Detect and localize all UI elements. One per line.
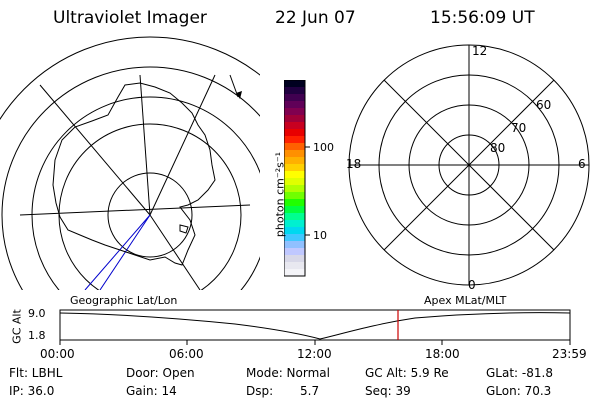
timeline-frame: [59, 309, 571, 341]
timeline-y-tick: 9.0: [28, 307, 46, 320]
colorbar-cell: [284, 213, 305, 221]
meridian-line: [149, 74, 216, 216]
arrow-head: [236, 91, 242, 99]
mlt-label-top: 12: [472, 44, 488, 58]
colorbar-unit-label: photon cm⁻²s⁻¹: [273, 151, 287, 238]
filter-info: Flt: LBHL: [9, 366, 63, 380]
door-info: Door: Open: [126, 366, 195, 380]
timeline-x-tick: 00:00: [40, 347, 75, 361]
coastline: [52, 82, 216, 266]
colorbar-cell: [284, 248, 305, 256]
colorbar-tick-label: 10: [313, 229, 327, 242]
colorbar-cell: [284, 255, 305, 263]
colorbar-cell: [284, 241, 305, 249]
colorbar-cell: [284, 80, 305, 88]
colorbar-cell: [284, 108, 305, 116]
timeline-y-label: GC Alt: [10, 309, 24, 344]
colorbar: [284, 80, 310, 277]
colorbar-cell: [284, 206, 305, 214]
colorbar-cell: [284, 220, 305, 228]
lat-ring: [31, 96, 260, 290]
coastline-island: [179, 224, 189, 234]
colorbar-cell: [284, 129, 305, 137]
colorbar-cell: [284, 185, 305, 193]
mlt-label-right: 6: [578, 157, 586, 171]
colorbar-frame: [284, 80, 306, 277]
colorbar-cell: [284, 150, 305, 158]
mlt-label-bottom: 0: [468, 278, 476, 292]
timeline-x-tick: 18:00: [425, 347, 460, 361]
mlt-label-left: 18: [346, 157, 362, 171]
colorbar-cell: [284, 101, 305, 109]
lat-ring: [0, 36, 260, 121]
gc-alt-info: GC Alt: 5.9 Re: [365, 366, 449, 380]
colorbar-cell: [284, 94, 305, 102]
lat-ring: [1, 66, 260, 290]
colorbar-cell: [284, 122, 305, 130]
altitude-timeline: [59, 309, 571, 345]
gain-info: Gain: 14: [126, 384, 177, 398]
polar-axis: [383, 79, 555, 251]
colorbar-cell: [284, 136, 305, 144]
colorbar-cell: [284, 157, 305, 165]
meridian-line: [19, 204, 251, 216]
timeline-left-title: Geographic Lat/Lon: [70, 294, 178, 307]
terminator-line: [84, 214, 151, 290]
polar-plot: [348, 44, 590, 286]
colorbar-cell: [284, 262, 305, 270]
lat-ring: [107, 172, 193, 258]
lat-label: 60: [536, 98, 552, 112]
terminator-line: [99, 214, 151, 290]
lat-label: 80: [490, 141, 506, 155]
colorbar-cell: [284, 227, 305, 235]
colorbar-cell: [284, 171, 305, 179]
meridian-line: [149, 214, 201, 290]
meridian-line: [139, 74, 151, 216]
ip-info: IP: 36.0: [9, 384, 55, 398]
instrument-title: Ultraviolet Imager: [53, 8, 207, 28]
timeline-right-title: Apex MLat/MLT: [424, 294, 507, 307]
colorbar-cell: [284, 234, 305, 242]
colorbar-cell: [284, 192, 305, 200]
meridian-line: [39, 84, 151, 216]
seq-info: Seq: 39: [365, 384, 411, 398]
glat-info: GLat: -81.8: [486, 366, 553, 380]
colorbar-tick-label: 100: [313, 141, 334, 154]
altitude-curve: [59, 312, 571, 340]
colorbar-cell: [284, 199, 305, 207]
timeline-x-tick: 23:59: [552, 347, 587, 361]
mode-info: Mode: Normal: [246, 366, 330, 380]
colorbar-cell: [284, 115, 305, 123]
colorbar-cell: [284, 143, 305, 151]
glon-info: GLon: 70.3: [486, 384, 552, 398]
timeline-x-tick: 06:00: [169, 347, 204, 361]
colorbar-cell: [284, 164, 305, 172]
dsp-value: 5.7: [300, 384, 320, 398]
date-label: 22 Jun 07: [275, 8, 356, 28]
colorbar-cell: [284, 87, 305, 95]
dsp-label: Dsp:: [246, 384, 274, 398]
lat-label: 70: [511, 121, 527, 135]
timeline-y-tick: 1.8: [28, 329, 46, 342]
timeline-x-tick: 12:00: [297, 347, 332, 361]
time-label: 15:56:09 UT: [430, 8, 535, 28]
geographic-map: [0, 36, 260, 290]
colorbar-cell: [284, 269, 305, 277]
colorbar-cell: [284, 178, 305, 186]
